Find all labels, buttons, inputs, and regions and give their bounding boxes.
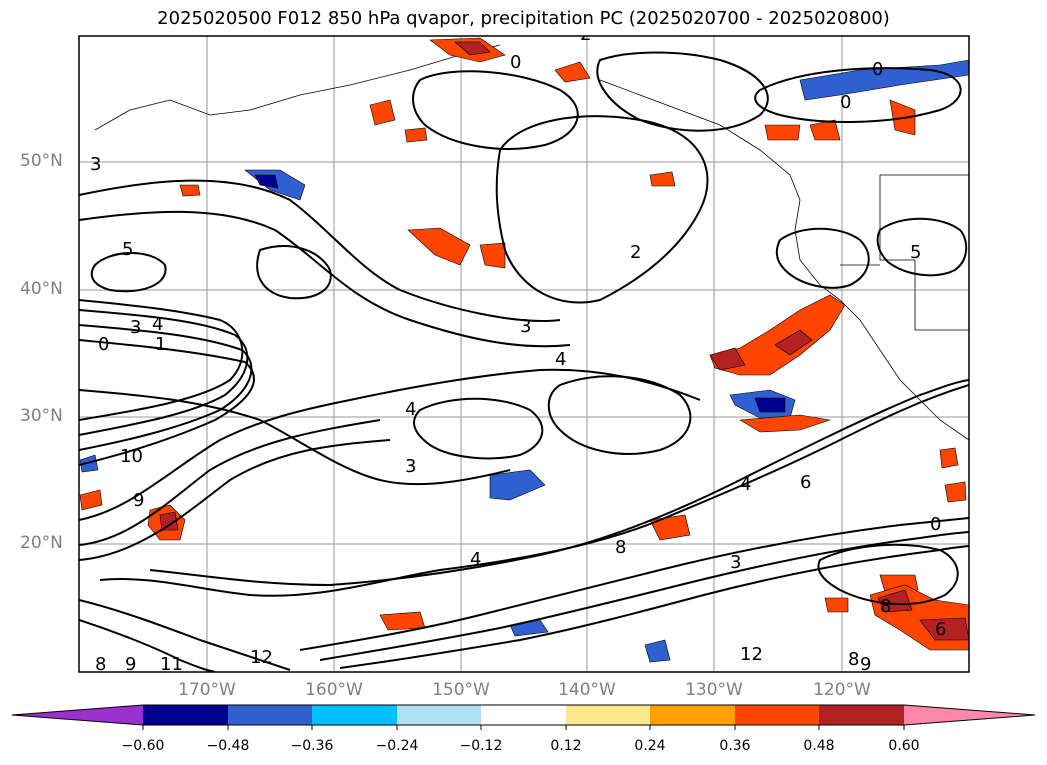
colorbar-segment (566, 705, 650, 725)
qvapor-contours (79, 51, 969, 672)
contour-label: 6 (935, 619, 946, 640)
contour-label: 3 (130, 317, 141, 338)
contour-label: 0 (930, 514, 941, 535)
colorbar-tick-label: 0.12 (550, 738, 582, 754)
colorbar-extend-high (904, 705, 1035, 725)
map-frame (78, 35, 970, 673)
lon-label-130w: 130°W (685, 680, 743, 700)
lon-label-160w: 160°W (305, 680, 363, 700)
contour-label: 3 (405, 456, 416, 477)
contour-label: 4 (740, 474, 751, 495)
lat-label-30: 30°N (20, 406, 63, 426)
contour-label: 4 (470, 549, 481, 570)
colorbar-tick-label: 0.60 (888, 738, 920, 754)
contour-label: 4 (152, 314, 163, 335)
colorbar-tick-label: −0.36 (290, 738, 334, 754)
colorbar-tick-label: −0.24 (375, 738, 419, 754)
lon-label-170w: 170°W (178, 680, 236, 700)
colorbar (11, 704, 1036, 730)
colorbar-tick-label: 0.36 (719, 738, 751, 754)
colorbar-tick-label: −0.12 (459, 738, 503, 754)
contour-label: 9 (860, 654, 871, 675)
contour-label: 4 (405, 399, 416, 420)
contour-label: 2 (630, 242, 641, 263)
colorbar-segment (481, 705, 566, 725)
contour-label: 3 (730, 552, 741, 573)
lon-label-120w: 120°W (813, 680, 871, 700)
colorbar-tick-label: 0.24 (634, 738, 666, 754)
lat-label-20: 20°N (20, 533, 63, 553)
contour-label: 1 (155, 334, 166, 355)
contour-label: 6 (800, 472, 811, 493)
colorbar-tick-label: −0.48 (206, 738, 250, 754)
contour-label: 5 (910, 242, 921, 263)
contour-label: 0 (510, 52, 521, 73)
lon-label-150w: 150°W (432, 680, 490, 700)
colorbar-segment (143, 705, 228, 725)
contour-label: 2 (580, 24, 591, 45)
colorbar-extend-low (12, 705, 143, 725)
colorbar-segment (312, 705, 397, 725)
contour-label: 3 (90, 154, 101, 175)
contour-label: 10 (120, 446, 143, 467)
colorbar-tick-label: −0.60 (121, 738, 165, 754)
contour-label: 9 (125, 654, 136, 675)
lat-label-50: 50°N (20, 151, 63, 171)
colorbar-segment (819, 705, 904, 725)
map-panel: 5 0 3 4 1 3 4 2 0 0 0 5 4 6 0 8 8 6 12 1… (79, 24, 969, 675)
contour-label: 8 (848, 649, 859, 670)
contour-label: 8 (615, 537, 626, 558)
contour-label: 8 (95, 654, 106, 675)
contour-label: 0 (98, 334, 109, 355)
lat-label-40: 40°N (20, 279, 63, 299)
contour-label: 3 (520, 316, 531, 337)
contour-label: 4 (555, 349, 566, 370)
colorbar-segment (650, 705, 735, 725)
contour-label: 11 (160, 654, 183, 675)
colorbar-segment (735, 705, 819, 725)
contour-label: 12 (740, 644, 763, 665)
contour-label: 12 (250, 647, 273, 668)
contour-label: 0 (840, 92, 851, 113)
contour-label: 9 (133, 490, 144, 511)
contour-labels: 5 0 3 4 1 3 4 2 0 0 0 5 4 6 0 8 8 6 12 1… (90, 24, 946, 675)
gridlines (79, 36, 969, 672)
contour-label: 5 (122, 239, 133, 260)
map-title: 2025020500 F012 850 hPa qvapor, precipit… (157, 8, 890, 29)
lon-label-140w: 140°W (558, 680, 616, 700)
colorbar-segment (228, 705, 312, 725)
colorbar-segment (397, 705, 481, 725)
contour-label: 8 (880, 596, 891, 617)
colorbar-tick-label: 0.48 (803, 738, 835, 754)
contour-label: 0 (872, 59, 883, 80)
